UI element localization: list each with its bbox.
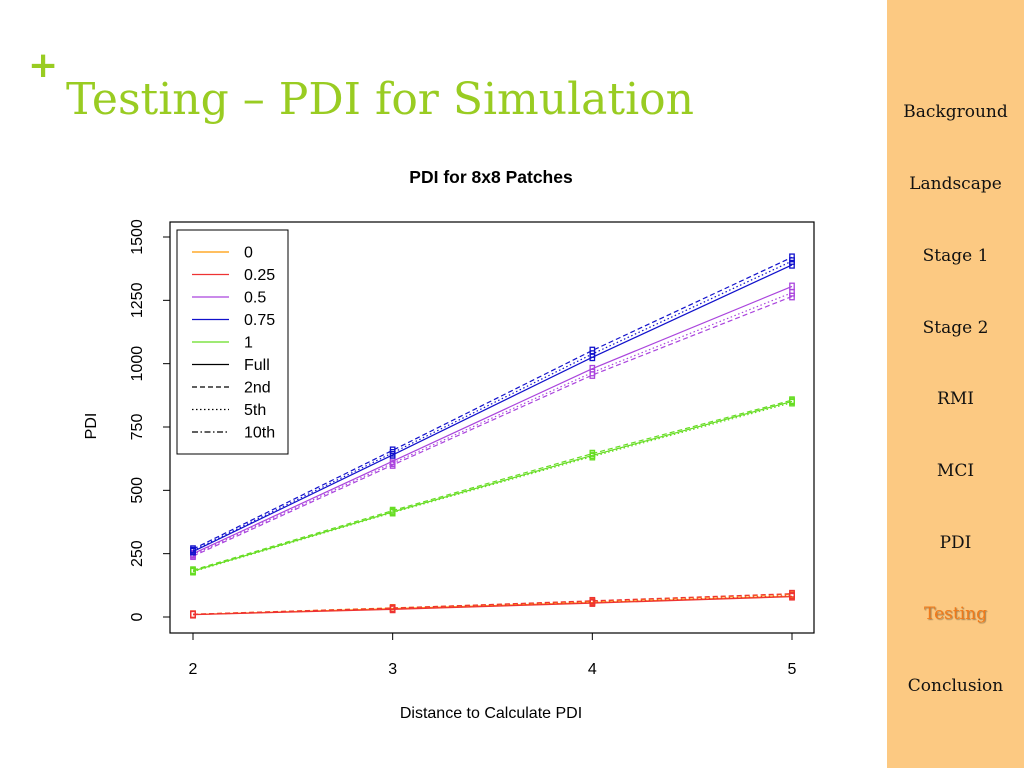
data-point (190, 567, 196, 576)
x-axis-label: Distance to Calculate PDI (400, 705, 582, 722)
series-line (192, 292, 793, 556)
plus-icon: + (28, 45, 59, 86)
y-tick-label: 1000 (129, 346, 146, 382)
y-tick-label: 500 (129, 477, 146, 504)
series-line (192, 596, 793, 616)
series-line (192, 285, 793, 555)
series-3 (190, 589, 795, 619)
chart-legend: 0 0.25 0.5 0.75 1 Full 2nd 5th 10th (176, 229, 289, 455)
legend-label-10th: 10th (244, 425, 275, 442)
series-layer (190, 253, 795, 619)
series-line (192, 399, 793, 571)
legend-label-0: 0 (244, 245, 253, 262)
data-point (589, 598, 596, 607)
series-10 (190, 257, 795, 555)
slide-title: Testing – PDI for Simulation (66, 74, 694, 125)
data-point (190, 546, 196, 555)
data-point (389, 446, 396, 455)
nav-item-testing[interactable]: Testing (924, 604, 987, 624)
x-tick-label: 4 (588, 661, 597, 678)
data-point (789, 257, 795, 265)
series-0 (190, 592, 795, 619)
data-point (789, 398, 795, 407)
legend-label-0-5: 0.5 (244, 290, 266, 307)
legend-label-1: 1 (244, 335, 253, 352)
y-axis: 0 250 500 750 1000 1250 1500 (129, 219, 171, 621)
pdi-line-chart: PDI for 8x8 Patches Distance to Calculat… (83, 167, 815, 722)
y-tick-label: 0 (129, 612, 146, 621)
series-line (192, 402, 793, 573)
y-axis-label: PDI (83, 413, 100, 440)
legend-label-0-75: 0.75 (244, 312, 275, 329)
data-point (389, 448, 396, 457)
data-point (789, 288, 795, 297)
legend-label-0-25: 0.25 (244, 267, 275, 284)
data-point (190, 610, 196, 619)
series-line (192, 593, 793, 615)
nav-item-rmi[interactable]: RMI (937, 389, 974, 409)
data-point (389, 459, 396, 468)
data-point (389, 508, 396, 517)
y-tick-label: 750 (129, 414, 146, 441)
series-line (192, 400, 793, 572)
x-tick-label: 2 (189, 661, 198, 678)
nav-item-stage-1[interactable]: Stage 1 (922, 246, 989, 266)
series-line (192, 264, 793, 553)
legend-label-full: Full (244, 357, 270, 374)
nav-item-conclusion[interactable]: Conclusion (907, 676, 1004, 696)
series-13 (190, 398, 795, 576)
sidebar-nav: Background Landscape Stage 1 Stage 2 RMI… (887, 0, 1024, 768)
x-tick-label: 5 (788, 661, 797, 678)
nav-item-landscape[interactable]: Landscape (909, 174, 1002, 194)
data-point (589, 452, 596, 461)
y-tick-label: 1500 (129, 219, 146, 255)
data-point (589, 368, 596, 377)
data-point (789, 591, 795, 600)
legend-label-2nd: 2nd (244, 380, 271, 397)
nav-item-pdi[interactable]: PDI (939, 533, 972, 553)
y-tick-label: 250 (129, 540, 146, 567)
series-line (192, 256, 793, 550)
nav-item-stage-2[interactable]: Stage 2 (922, 318, 989, 338)
chart-title: PDI for 8x8 Patches (409, 167, 573, 187)
data-point (389, 605, 396, 613)
x-axis: 2 3 4 5 (189, 632, 797, 678)
series-4 (190, 591, 795, 619)
y-tick-label: 1250 (129, 282, 146, 318)
legend-label-5th: 5th (244, 402, 266, 419)
series-2 (190, 592, 795, 619)
data-point (589, 350, 596, 358)
nav-item-mci[interactable]: MCI (936, 461, 975, 481)
series-line (192, 295, 793, 557)
x-tick-label: 3 (388, 661, 397, 678)
nav-item-background[interactable]: Background (903, 102, 1008, 122)
